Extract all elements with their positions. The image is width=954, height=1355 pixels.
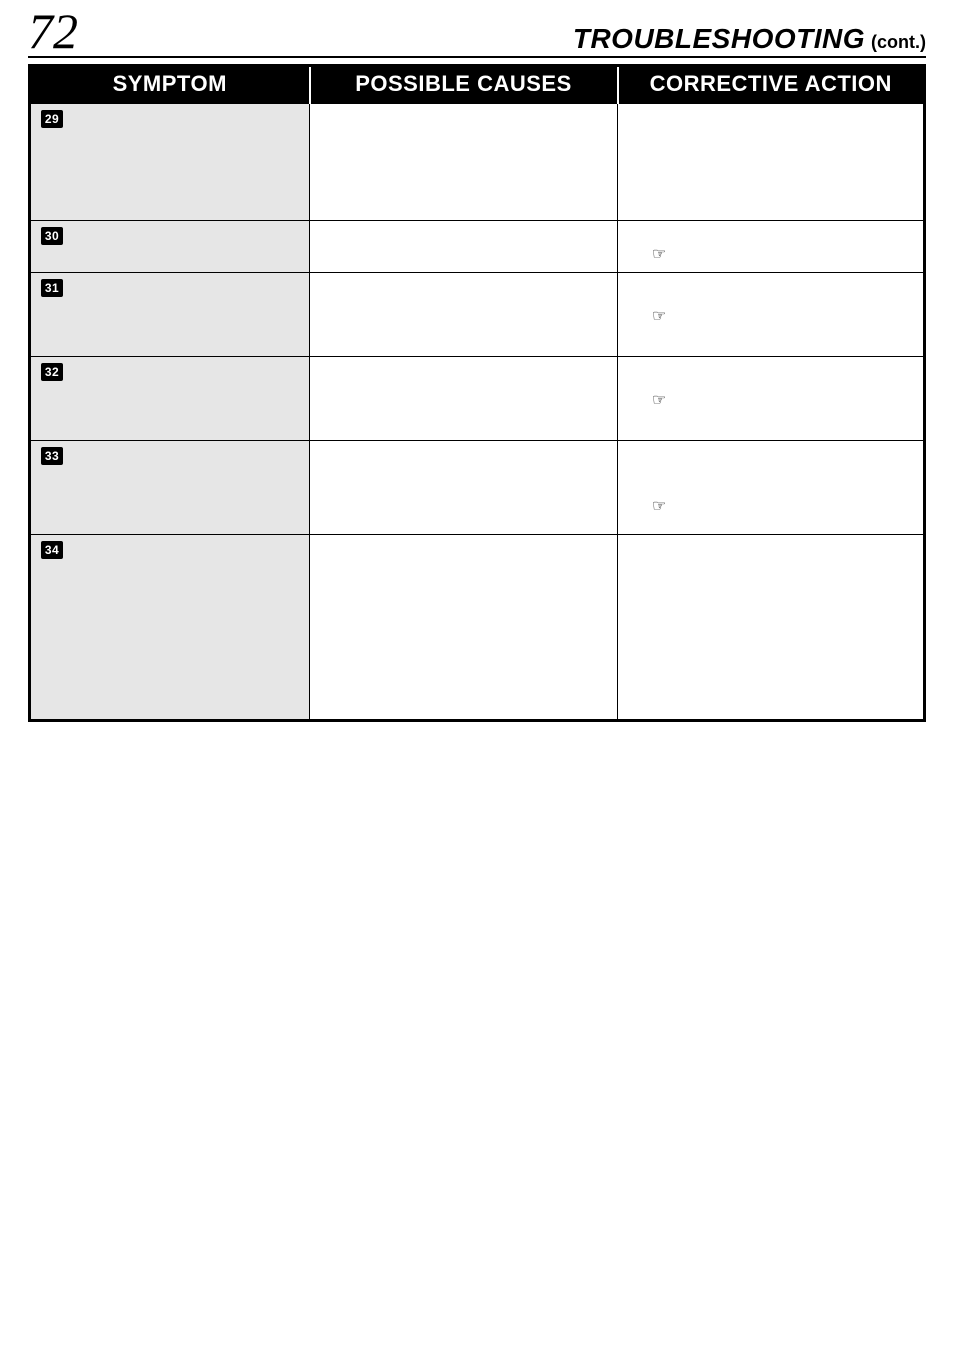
row-number-badge: 33 — [41, 447, 63, 465]
section-title: TROUBLESHOOTING — [573, 23, 865, 55]
table-row: 32 ☞ — [30, 357, 925, 441]
page: 72 TROUBLESHOOTING (cont.) SYMPTOM POSSI… — [0, 0, 954, 722]
col-header-action: CORRECTIVE ACTION — [618, 66, 925, 104]
table-row: 34 — [30, 535, 925, 721]
col-header-cause: POSSIBLE CAUSES — [310, 66, 618, 104]
section-title-wrap: TROUBLESHOOTING (cont.) — [573, 23, 926, 55]
action-inner: ☞ — [628, 227, 913, 266]
row-number-badge: 31 — [41, 279, 63, 297]
cell-action: ☞ — [618, 357, 925, 441]
action-inner — [628, 541, 913, 713]
col-header-symptom: SYMPTOM — [30, 66, 310, 104]
row-number-badge: 32 — [41, 363, 63, 381]
pointer-icon: ☞ — [652, 247, 666, 263]
cell-symptom: 29 — [30, 104, 310, 221]
action-inner: ☞ — [628, 447, 913, 528]
table-row: 31 ☞ — [30, 273, 925, 357]
cell-symptom: 34 — [30, 535, 310, 721]
cell-action — [618, 535, 925, 721]
table-row: 33 ☞ — [30, 441, 925, 535]
pointer-icon: ☞ — [652, 393, 666, 409]
cell-symptom: 32 — [30, 357, 310, 441]
table-row: 30 ☞ — [30, 221, 925, 273]
action-inner: ☞ — [628, 363, 913, 434]
cell-cause — [310, 104, 618, 221]
pointer-icon: ☞ — [652, 309, 666, 325]
cell-action: ☞ — [618, 441, 925, 535]
cell-action: ☞ — [618, 221, 925, 273]
row-number-badge: 30 — [41, 227, 63, 245]
action-inner: ☞ — [628, 279, 913, 350]
section-title-cont: (cont.) — [871, 32, 926, 53]
table-row: 29 — [30, 104, 925, 221]
cell-cause — [310, 221, 618, 273]
cell-symptom: 31 — [30, 273, 310, 357]
cell-symptom: 33 — [30, 441, 310, 535]
cell-cause — [310, 441, 618, 535]
cell-cause — [310, 273, 618, 357]
troubleshooting-table: SYMPTOM POSSIBLE CAUSES CORRECTIVE ACTIO… — [28, 64, 926, 722]
cell-cause — [310, 535, 618, 721]
cell-symptom: 30 — [30, 221, 310, 273]
action-inner — [628, 110, 913, 214]
cell-action — [618, 104, 925, 221]
page-header: 72 TROUBLESHOOTING (cont.) — [28, 6, 926, 58]
cell-cause — [310, 357, 618, 441]
row-number-badge: 34 — [41, 541, 63, 559]
page-number: 72 — [28, 6, 78, 56]
cell-action: ☞ — [618, 273, 925, 357]
table-header-row: SYMPTOM POSSIBLE CAUSES CORRECTIVE ACTIO… — [30, 66, 925, 104]
row-number-badge: 29 — [41, 110, 63, 128]
pointer-icon: ☞ — [652, 499, 666, 515]
